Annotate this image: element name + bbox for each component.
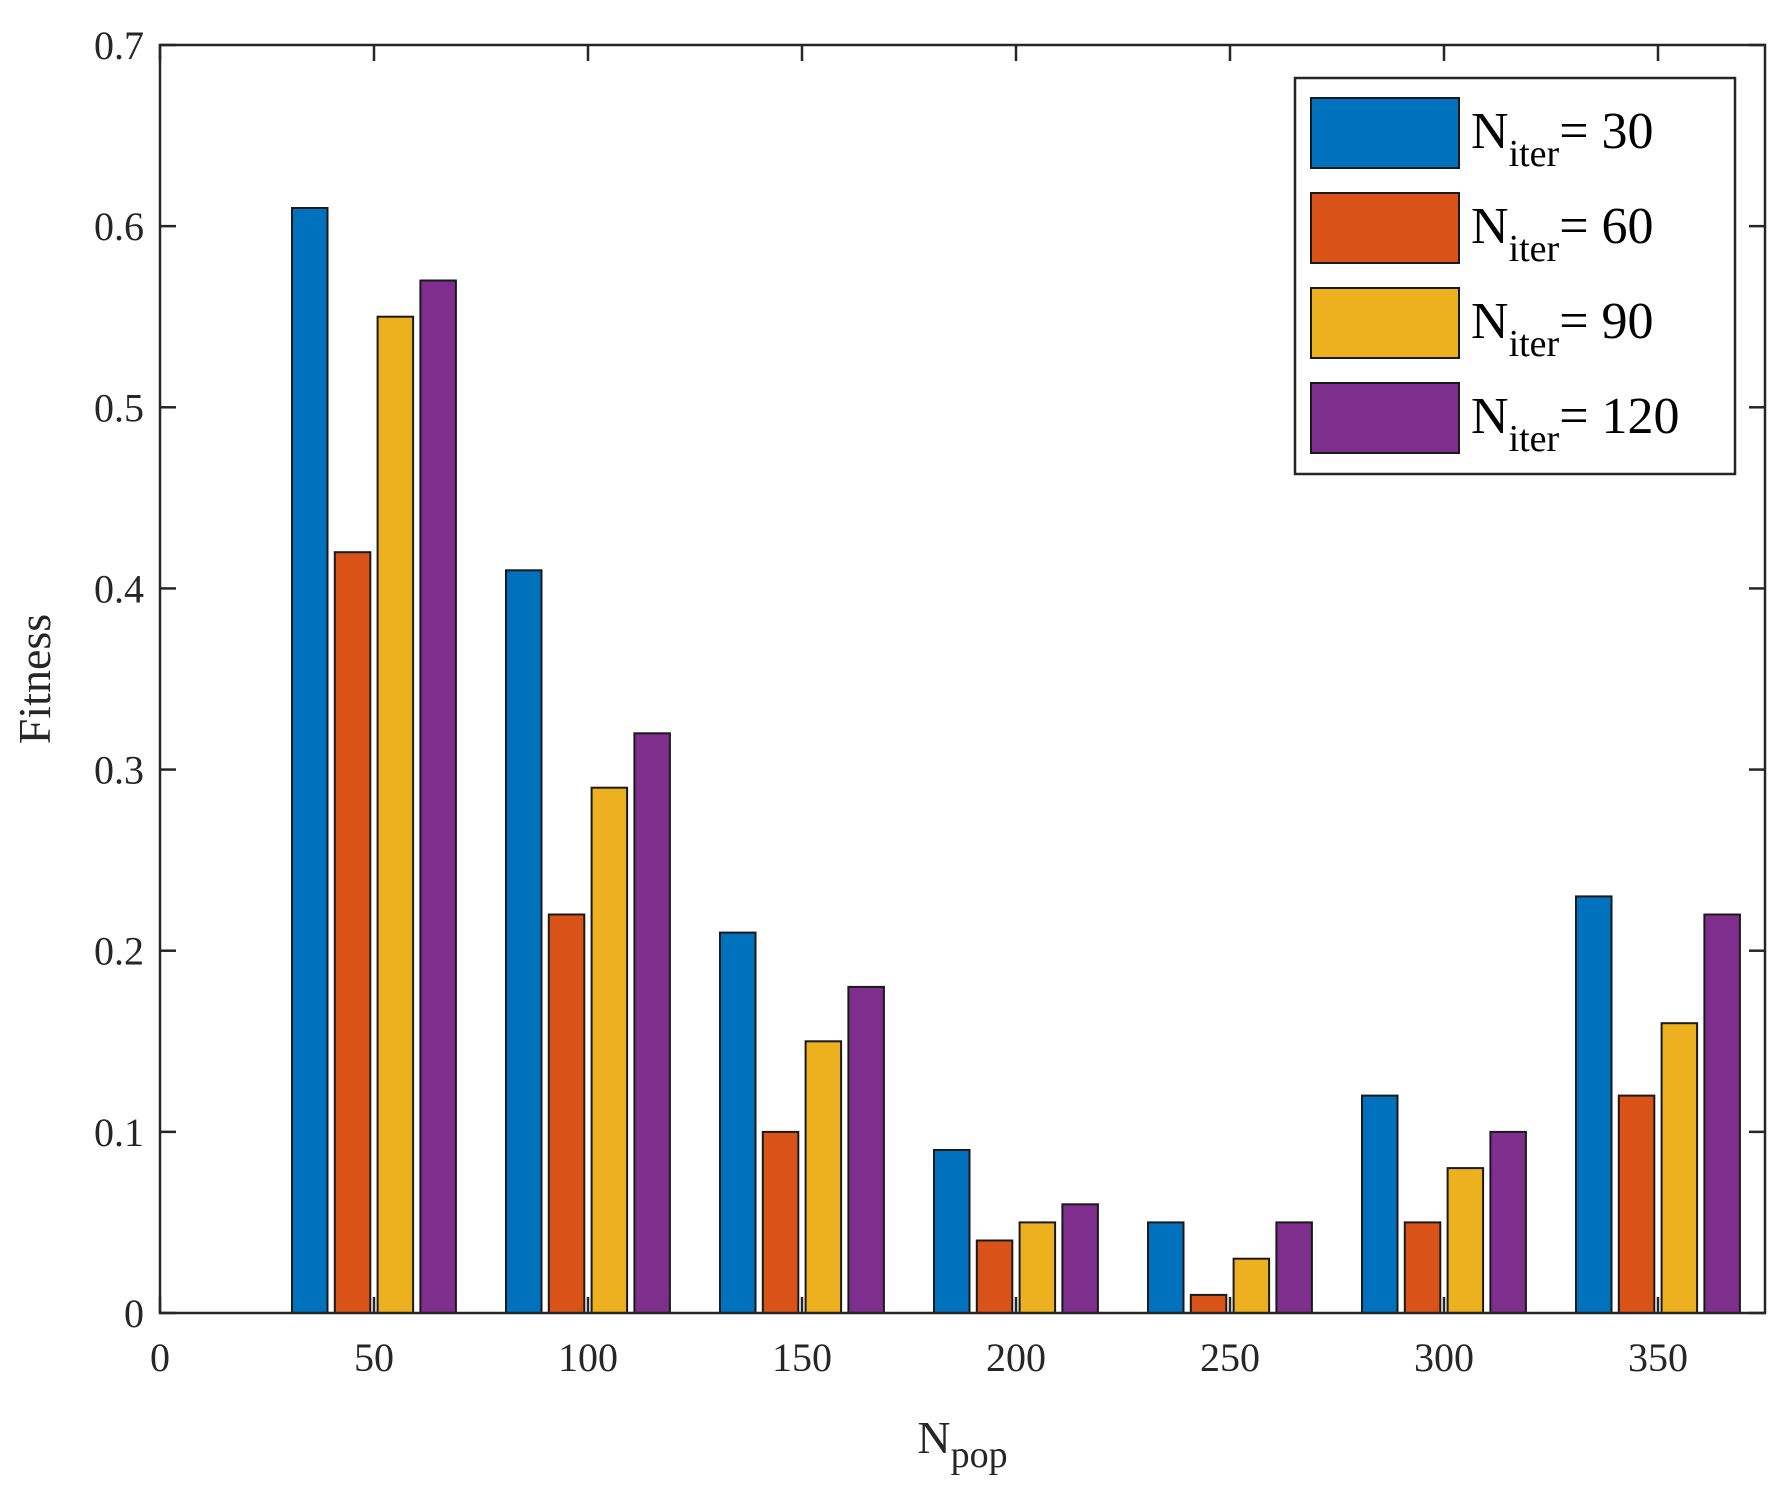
- x-tick-label: 200: [986, 1335, 1046, 1380]
- bar-2-50: [333, 551, 372, 1314]
- legend-label-4: Niter= 120: [1471, 388, 1680, 460]
- x-axis-label: Npop: [917, 1412, 1007, 1476]
- bar-4-250: [1275, 1221, 1313, 1315]
- bar-1-100: [505, 569, 543, 1314]
- bar-1-350: [1575, 895, 1613, 1315]
- bar-3-250: [1232, 1257, 1271, 1314]
- bar-4-150: [847, 985, 885, 1315]
- legend-swatch-1: [1310, 97, 1460, 169]
- y-tick-label: 0.5: [94, 385, 144, 430]
- y-tick-label: 0.3: [94, 748, 144, 793]
- y-tick-label: 0.7: [94, 23, 144, 68]
- legend-label-2: Niter= 60: [1471, 198, 1654, 270]
- x-tick-label: 300: [1414, 1335, 1474, 1380]
- x-tick-label: 350: [1628, 1335, 1688, 1380]
- bar-3-200: [1018, 1221, 1057, 1315]
- bar-2-250: [1189, 1293, 1228, 1315]
- bar-4-50: [419, 279, 457, 1314]
- bars-layer: [291, 207, 1741, 1315]
- y-tick-label: 0.6: [94, 204, 144, 249]
- y-axis-label: Fitness: [9, 614, 60, 744]
- bar-4-100: [633, 732, 671, 1314]
- x-tick-label: 100: [558, 1335, 618, 1380]
- bar-2-150: [761, 1130, 800, 1315]
- bar-3-50: [376, 315, 415, 1314]
- legend-swatch-4: [1310, 382, 1460, 454]
- y-tick-label: 0.1: [94, 1110, 144, 1155]
- bar-3-100: [590, 786, 629, 1314]
- y-tick-label: 0: [124, 1291, 144, 1336]
- x-tick-label: 150: [772, 1335, 832, 1380]
- bar-2-350: [1617, 1094, 1656, 1314]
- bar-1-150: [719, 931, 757, 1314]
- bar-1-250: [1147, 1221, 1185, 1315]
- plot-frame: [158, 43, 1767, 1315]
- x-axis-label-sub: pop: [951, 1434, 1008, 1476]
- tick-labels-layer: 0 50 100 150 200 250 300 350 0 0.1 0.2 0.3 0.4 0.5 0.6…: [94, 23, 1688, 1380]
- bar-3-350: [1660, 1022, 1699, 1314]
- y-tick-label: 0.2: [94, 929, 144, 974]
- bar-4-300: [1489, 1130, 1527, 1315]
- legend-label-3: Niter= 90: [1471, 293, 1654, 365]
- bar-2-200: [975, 1239, 1014, 1314]
- legend-label-1: Niter= 30: [1471, 103, 1654, 175]
- bar-2-100: [547, 913, 586, 1314]
- bar-4-350: [1703, 913, 1741, 1314]
- bar-1-50: [291, 207, 329, 1314]
- x-axis-label-main: N: [917, 1412, 950, 1463]
- legend-swatch-3: [1310, 287, 1460, 359]
- bar-1-200: [933, 1149, 971, 1314]
- bar-3-300: [1446, 1167, 1485, 1314]
- x-tick-label: 0: [150, 1335, 170, 1380]
- bar-3-150: [804, 1040, 843, 1315]
- x-tick-label: 50: [354, 1335, 394, 1380]
- x-tick-label: 250: [1200, 1335, 1260, 1380]
- bar-2-300: [1403, 1221, 1442, 1315]
- bar-4-200: [1061, 1203, 1099, 1315]
- legend: Niter= 30 Niter= 60 Niter= 90 Niter= 120: [1293, 76, 1737, 476]
- legend-swatch-2: [1310, 192, 1460, 264]
- bar-1-300: [1361, 1094, 1399, 1314]
- y-tick-label: 0.4: [94, 566, 144, 611]
